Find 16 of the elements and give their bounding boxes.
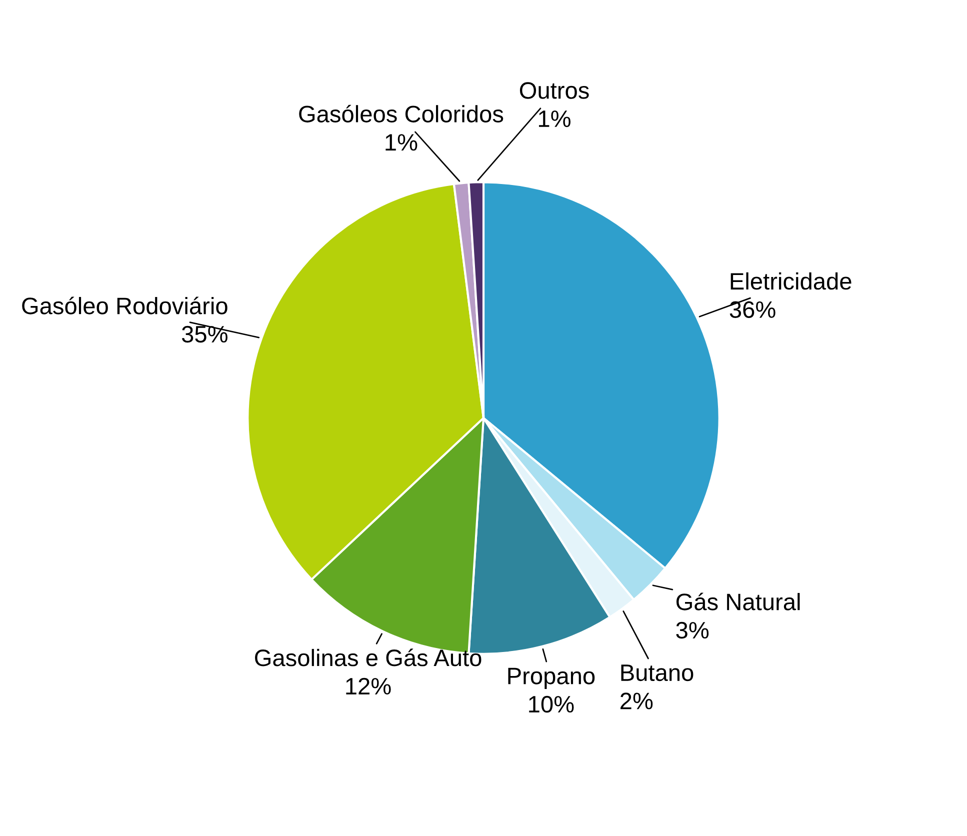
data-label: 2% xyxy=(620,692,653,710)
slice-label: Gasóleo Rodoviário xyxy=(22,296,228,314)
data-label: 10% xyxy=(529,696,574,713)
data-label: 3% xyxy=(676,622,709,639)
slice-label: Outros xyxy=(520,82,589,99)
slice-label: Propano xyxy=(508,668,595,689)
data-label: 1% xyxy=(386,134,418,151)
slice-label: Butano xyxy=(621,664,694,682)
data-label: 35% xyxy=(182,326,228,343)
slice-label: Eletricidade xyxy=(730,272,852,290)
data-label: 12% xyxy=(346,678,391,694)
slice-label: Gás Natural xyxy=(676,592,800,610)
slice-label: Gasóleos Coloridos xyxy=(299,104,504,122)
slice-label: Gasolinas e Gás Auto xyxy=(255,648,482,666)
data-label: 36% xyxy=(730,301,776,318)
data-label: 1% xyxy=(538,110,570,128)
